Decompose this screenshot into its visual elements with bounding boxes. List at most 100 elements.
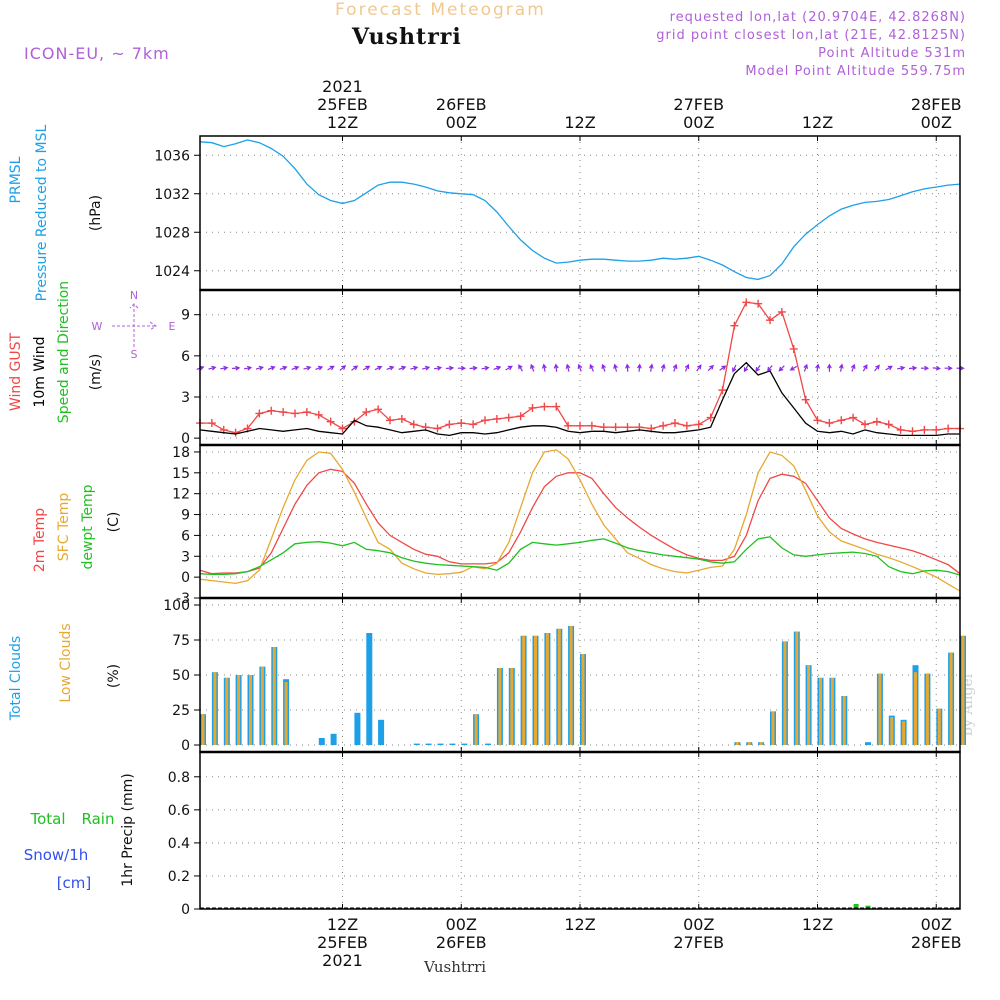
series-line [199, 139, 961, 281]
gust-point [291, 409, 299, 418]
requested-coords: requested lon,lat (20.9704E, 42.8268N) [669, 10, 966, 25]
wind-direction-arrow [208, 365, 217, 371]
wind-direction-arrow [362, 365, 371, 371]
temp-unit: (C) [106, 512, 122, 533]
bar [865, 742, 871, 745]
x-hour-label-top: 12Z [802, 113, 833, 132]
wind-direction-arrow [885, 365, 893, 371]
bar [522, 635, 526, 745]
bar [249, 675, 252, 745]
wind-direction-arrow [755, 364, 761, 373]
model-label: ICON-EU, ~ 7km [24, 44, 170, 63]
gust-point [552, 402, 561, 411]
wind-direction-arrow [315, 365, 324, 371]
gust-point [457, 419, 466, 428]
bar [878, 673, 882, 745]
x-date-label-bottom: 28FEB [911, 933, 962, 952]
wind-direction-arrow [719, 365, 727, 371]
gust-point [849, 413, 858, 422]
wind-direction-arrow [553, 363, 559, 372]
bar [925, 673, 929, 745]
y-tick-label: 18 [172, 445, 190, 461]
compass-west: W [92, 320, 103, 333]
y-tick-label: 3 [181, 549, 190, 565]
gust-point [884, 420, 893, 429]
y-tick-label: 0 [181, 431, 190, 447]
snow-unit-label: [cm] [57, 874, 92, 892]
y-tick-label: 15 [172, 466, 190, 482]
wind-direction-arrow [660, 363, 666, 372]
gust-point [599, 423, 608, 432]
gust-point [754, 299, 763, 308]
y-tick-label: 0 [181, 570, 190, 586]
y-tick-label: 25 [172, 703, 190, 719]
wind-direction-arrow [803, 363, 808, 372]
bar [819, 677, 822, 745]
wind-direction-arrow [743, 364, 749, 373]
bar [272, 647, 276, 745]
x-hour-label-bottom: 00Z [683, 915, 714, 934]
panel-frame [199, 135, 961, 291]
bar [807, 665, 811, 745]
pressure-unit: (hPa) [88, 195, 104, 231]
gust-point [267, 406, 276, 415]
gust-point [944, 424, 953, 433]
y-tick-label: 6 [181, 349, 190, 365]
x-year-label-top: 2021 [322, 77, 363, 96]
low-clouds-label: Low Clouds [58, 623, 74, 702]
precip-unit: 1hr Precip (mm) [120, 773, 136, 886]
wind-direction-arrow [589, 363, 594, 372]
model-altitude: Model Point Altitude 559.75m [745, 64, 966, 79]
wind-direction-arrow [778, 365, 785, 372]
y-tick-label: 0.4 [168, 836, 190, 852]
bar [771, 711, 775, 745]
gust-point [706, 413, 715, 422]
gust-point [920, 425, 929, 434]
wind-direction-arrow [433, 365, 443, 371]
point-altitude: Point Altitude 531m [818, 46, 966, 61]
gust-point [623, 423, 632, 432]
bar [318, 738, 325, 745]
bar [949, 652, 953, 745]
pressure-label-long: Pressure Reduced to MSL [34, 124, 50, 301]
series-line [199, 361, 960, 437]
bar [759, 742, 763, 745]
bar [237, 675, 241, 745]
bar [330, 733, 337, 745]
x-date-label-bottom: 25FEB [317, 933, 368, 952]
gust-point [386, 416, 394, 425]
gust-point [279, 408, 288, 417]
footer-station: Vushtrri [424, 958, 487, 976]
y-tick-label: 6 [181, 528, 190, 544]
wind-direction-label: Speed and Direction [56, 281, 72, 423]
gust-point [872, 417, 881, 426]
gust-point [362, 408, 371, 417]
dewpt-label: dewpt Temp [80, 484, 96, 569]
bar [366, 633, 373, 745]
compass-north: N [130, 289, 138, 302]
y-tick-label: 50 [172, 668, 190, 684]
wind-direction-arrow [577, 363, 583, 372]
wind-direction-arrow [493, 365, 502, 371]
bar [510, 668, 514, 745]
wind-direction-arrow [672, 363, 678, 372]
bar [557, 628, 561, 745]
wind-direction-arrow [541, 363, 547, 372]
wind-direction-arrow [518, 364, 523, 372]
bar [474, 714, 478, 745]
gust-point [742, 298, 751, 307]
bar [545, 633, 549, 745]
compass-east: E [169, 320, 176, 333]
y-tick-label: 1032 [154, 187, 190, 203]
wind-direction-arrow [601, 363, 606, 372]
gust-point [825, 419, 834, 428]
x-hour-label-bottom: 12Z [327, 915, 358, 934]
gust-point [587, 421, 596, 430]
x-hour-label-bottom: 12Z [564, 915, 595, 934]
gust-point [777, 307, 786, 316]
wind-direction-arrow [815, 363, 820, 372]
bar [201, 714, 205, 745]
gust-point [314, 410, 323, 419]
wind-unit: (m/s) [88, 354, 104, 391]
wind-direction-arrow [445, 365, 455, 371]
